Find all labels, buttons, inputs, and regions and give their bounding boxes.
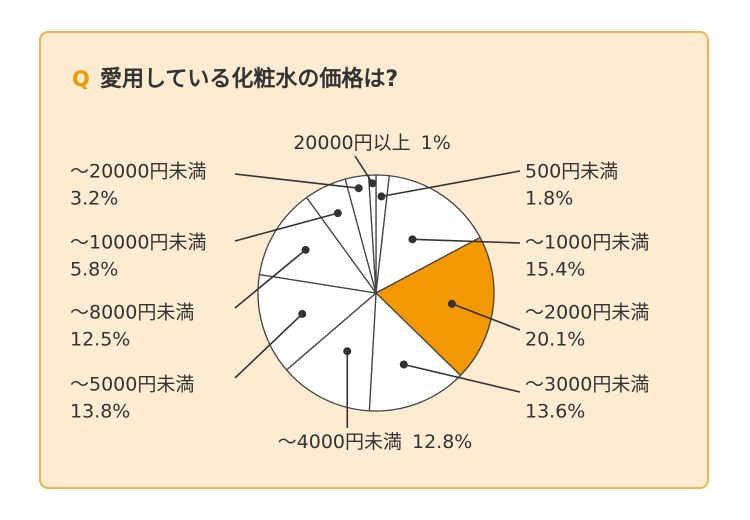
pie-slice: [375, 175, 481, 295]
value-label: 12.8%: [412, 431, 472, 453]
leader-line: [234, 212, 339, 242]
leader-line: [354, 155, 374, 184]
slice-label: ～4000円未満 12.8%: [278, 431, 473, 453]
leader-dot: [298, 309, 307, 318]
category-label: ～20000円未満: [70, 161, 206, 183]
title-marker: Q: [72, 67, 90, 91]
leader-dot: [408, 235, 417, 244]
leader-dot: [368, 179, 377, 188]
category-label: ～10000円未満: [70, 232, 206, 254]
leader-dot: [343, 347, 352, 356]
value-label: 20.1%: [525, 329, 585, 351]
leader-dot: [333, 209, 342, 218]
leader-dot: [447, 299, 456, 308]
category-label: ～2000円未満: [525, 302, 649, 324]
leader-line: [381, 170, 521, 198]
slice-label: 20000円以上 1%: [293, 132, 451, 154]
value-label: 1%: [421, 132, 451, 154]
pie-slice: [367, 174, 377, 294]
pie-slice: [368, 291, 462, 412]
pie-slice: [257, 273, 378, 371]
pie-slice: [258, 196, 378, 294]
leader-dot: [377, 192, 386, 201]
category-label: 500円未満: [525, 161, 618, 183]
pie-slice: [374, 236, 495, 377]
value-label: 15.4%: [525, 259, 585, 281]
leader-line: [412, 238, 521, 244]
value-label: 3.2%: [70, 188, 118, 210]
leader-dot: [301, 245, 310, 254]
category-label: ～3000円未満: [525, 374, 649, 396]
value-label: 1.8%: [525, 188, 573, 210]
leader-line: [451, 303, 521, 331]
chart-title: 愛用している化粧水の価格は?: [100, 66, 398, 92]
leader-dot: [354, 184, 363, 193]
category-label: ～1000円未満: [525, 232, 649, 254]
category-label: ～8000円未満: [70, 302, 194, 324]
pie-slice: [285, 291, 377, 412]
leader-line: [234, 173, 359, 190]
leader-dot: [399, 360, 408, 369]
value-label: 12.5%: [70, 329, 130, 351]
value-label: 13.6%: [525, 401, 585, 423]
category-label: ～4000円未満: [278, 431, 402, 453]
category-label: 20000円以上: [293, 132, 410, 154]
leader-line: [403, 363, 521, 393]
value-label: 5.8%: [70, 259, 118, 281]
leader-line: [234, 313, 303, 379]
value-label: 13.8%: [70, 401, 130, 423]
leader-line: [234, 249, 307, 309]
category-label: ～5000円未満: [70, 374, 194, 396]
